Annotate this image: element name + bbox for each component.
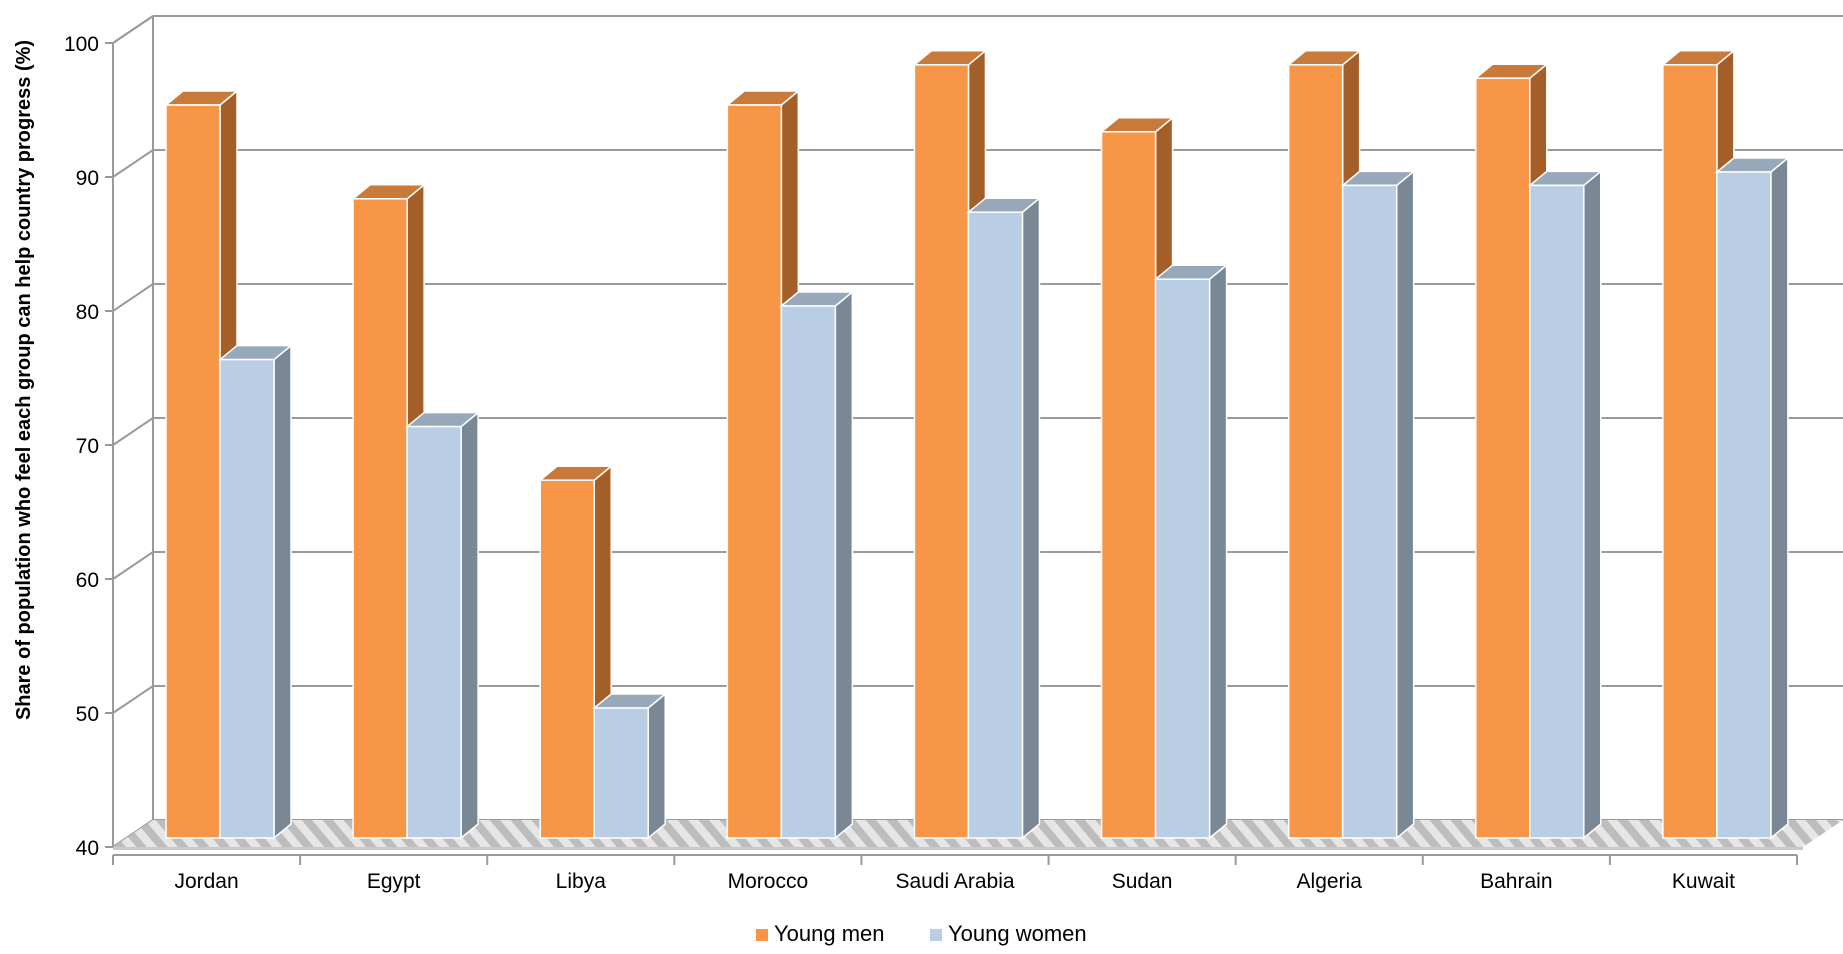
bar-front xyxy=(1475,77,1531,839)
x-tick-label: Algeria xyxy=(1297,870,1363,893)
x-tick-label: Jordan xyxy=(174,870,238,893)
gridline-side xyxy=(112,283,154,312)
bars xyxy=(163,49,1790,840)
gridline-side xyxy=(112,685,154,714)
bar xyxy=(966,196,1042,840)
bar-side xyxy=(1021,196,1041,840)
bar-side xyxy=(1770,156,1789,840)
bar xyxy=(351,183,427,840)
bar-front xyxy=(539,479,595,839)
x-tick-label: Kuwait xyxy=(1672,870,1735,893)
bar-side xyxy=(460,411,479,840)
gridline-side xyxy=(112,417,154,446)
gridline-side xyxy=(112,149,154,178)
y-tick-label: 80 xyxy=(76,301,99,324)
bar xyxy=(1527,169,1603,840)
legend-label: Young men xyxy=(774,921,885,946)
legend-swatch xyxy=(756,929,768,941)
bar-front xyxy=(1529,184,1585,839)
gridline-side xyxy=(112,15,154,44)
bar xyxy=(779,290,855,840)
bar-side xyxy=(647,692,666,840)
y-tick-label: 90 xyxy=(76,167,99,190)
bar-front xyxy=(1662,64,1718,839)
bar-front xyxy=(219,358,275,839)
bar-front xyxy=(913,64,970,839)
bar-front xyxy=(1287,64,1344,839)
x-tick-label: Morocco xyxy=(728,870,809,893)
gridline-side xyxy=(112,551,154,580)
y-tick-label: 60 xyxy=(76,569,99,592)
bar xyxy=(405,411,481,840)
bar xyxy=(1340,169,1416,840)
bar-front xyxy=(165,104,221,839)
x-tick-label: Sudan xyxy=(1112,870,1173,893)
x-tick-label: Bahrain xyxy=(1480,870,1552,893)
bar-side xyxy=(1208,263,1228,840)
floor-front xyxy=(113,847,1803,850)
bar-front xyxy=(406,425,462,839)
x-tick-label: Libya xyxy=(556,870,607,893)
bar-front xyxy=(1154,278,1211,839)
bar xyxy=(1714,156,1790,840)
y-tick-label: 70 xyxy=(76,435,99,458)
legend-label: Young women xyxy=(948,921,1087,946)
legend-swatch xyxy=(930,929,942,941)
bar-side xyxy=(1395,169,1415,840)
bar-front xyxy=(967,211,1024,839)
bar-front xyxy=(780,305,837,839)
bar-front xyxy=(352,198,408,839)
bar xyxy=(217,344,294,840)
x-tick-label: Egypt xyxy=(367,870,421,893)
legend: Young men Young women xyxy=(756,921,1087,946)
bar-side xyxy=(834,290,854,840)
bar-side xyxy=(273,344,292,840)
axes: 40 50 60 70 80 90 100 Jordan Egypt Libya Morocco Sa… xyxy=(64,33,1798,893)
bar xyxy=(1153,263,1229,840)
bar-front xyxy=(593,707,649,839)
y-axis-label: Share of population who feel each group … xyxy=(13,40,35,720)
bar-front xyxy=(1716,171,1772,839)
bar-side xyxy=(1583,169,1602,840)
y-tick-label: 100 xyxy=(64,33,99,56)
y-tick-label: 40 xyxy=(76,837,99,860)
bar-front xyxy=(726,104,783,839)
bar-front xyxy=(1341,184,1398,839)
x-tick-label: Saudi Arabia xyxy=(895,870,1014,893)
y-tick-label: 50 xyxy=(76,703,99,726)
bar xyxy=(592,692,668,840)
bar-front xyxy=(1100,131,1157,839)
